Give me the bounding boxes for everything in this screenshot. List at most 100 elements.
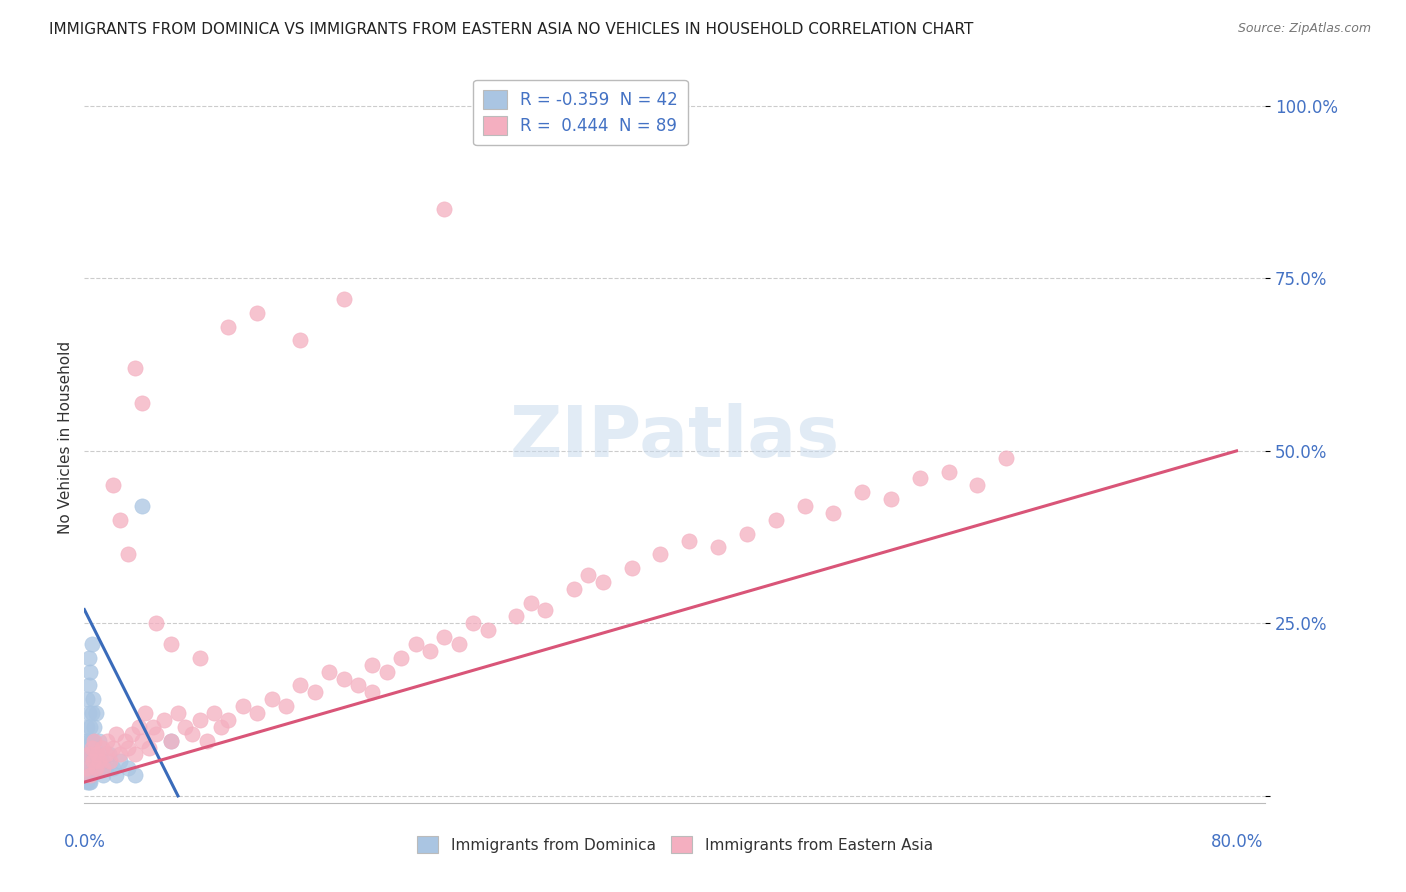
- Point: [332, 672, 354, 686]
- Point: [138, 740, 160, 755]
- Point: [101, 478, 124, 492]
- Point: [419, 644, 441, 658]
- Point: [86, 747, 108, 762]
- Point: [159, 733, 181, 747]
- Point: [159, 733, 181, 747]
- Point: [174, 720, 197, 734]
- Point: [152, 713, 174, 727]
- Point: [79, 747, 101, 762]
- Point: [94, 761, 117, 775]
- Point: [101, 740, 124, 755]
- Text: IMMIGRANTS FROM DOMINICA VS IMMIGRANTS FROM EASTERN ASIA NO VEHICLES IN HOUSEHOL: IMMIGRANTS FROM DOMINICA VS IMMIGRANTS F…: [49, 22, 973, 37]
- Point: [77, 706, 100, 720]
- Point: [91, 761, 114, 775]
- Point: [389, 651, 412, 665]
- Point: [76, 761, 98, 775]
- Point: [142, 720, 165, 734]
- Point: [105, 727, 128, 741]
- Point: [105, 768, 128, 782]
- Point: [80, 637, 103, 651]
- Point: [520, 596, 543, 610]
- Point: [246, 306, 269, 320]
- Point: [87, 733, 110, 747]
- Point: [110, 755, 132, 769]
- Point: [620, 561, 643, 575]
- Point: [83, 733, 105, 747]
- Point: [375, 665, 398, 679]
- Point: [217, 713, 239, 727]
- Text: 80.0%: 80.0%: [1211, 833, 1263, 851]
- Point: [97, 747, 120, 762]
- Point: [96, 733, 118, 747]
- Point: [447, 637, 470, 651]
- Point: [90, 755, 112, 769]
- Point: [83, 720, 105, 734]
- Point: [83, 747, 105, 762]
- Point: [361, 657, 384, 672]
- Point: [87, 761, 110, 775]
- Point: [82, 761, 104, 775]
- Point: [995, 450, 1018, 465]
- Point: [82, 733, 104, 747]
- Point: [110, 747, 132, 762]
- Point: [117, 548, 139, 562]
- Point: [128, 720, 150, 734]
- Point: [332, 292, 354, 306]
- Point: [181, 727, 204, 741]
- Point: [260, 692, 283, 706]
- Point: [131, 395, 153, 409]
- Point: [76, 747, 98, 762]
- Point: [505, 609, 527, 624]
- Point: [477, 624, 499, 638]
- Point: [77, 761, 100, 775]
- Y-axis label: No Vehicles in Household: No Vehicles in Household: [58, 341, 73, 533]
- Point: [117, 761, 139, 775]
- Point: [735, 526, 758, 541]
- Point: [77, 747, 100, 762]
- Point: [134, 706, 156, 720]
- Point: [131, 499, 153, 513]
- Point: [534, 602, 557, 616]
- Point: [98, 755, 121, 769]
- Point: [650, 548, 672, 562]
- Point: [195, 733, 218, 747]
- Point: [94, 747, 117, 762]
- Point: [678, 533, 700, 548]
- Point: [823, 506, 845, 520]
- Point: [84, 706, 107, 720]
- Point: [77, 733, 100, 747]
- Point: [433, 202, 456, 217]
- Point: [79, 720, 101, 734]
- Point: [101, 761, 124, 775]
- Point: [90, 740, 112, 755]
- Point: [79, 665, 101, 679]
- Point: [76, 692, 98, 706]
- Point: [86, 747, 108, 762]
- Point: [304, 685, 326, 699]
- Point: [145, 616, 167, 631]
- Point: [79, 775, 101, 789]
- Point: [232, 699, 254, 714]
- Point: [908, 471, 931, 485]
- Point: [246, 706, 269, 720]
- Point: [938, 465, 960, 479]
- Point: [347, 678, 370, 692]
- Point: [880, 492, 903, 507]
- Point: [765, 513, 787, 527]
- Point: [77, 678, 100, 692]
- Point: [76, 775, 98, 789]
- Point: [117, 740, 139, 755]
- Point: [578, 568, 600, 582]
- Point: [91, 768, 114, 782]
- Point: [124, 768, 146, 782]
- Point: [217, 319, 239, 334]
- Point: [433, 630, 456, 644]
- Point: [209, 720, 232, 734]
- Point: [707, 541, 730, 555]
- Point: [562, 582, 585, 596]
- Point: [80, 761, 103, 775]
- Point: [75, 761, 97, 775]
- Point: [82, 692, 104, 706]
- Legend: Immigrants from Dominica, Immigrants from Eastern Asia: Immigrants from Dominica, Immigrants fro…: [409, 828, 941, 861]
- Text: ZIPatlas: ZIPatlas: [510, 402, 839, 472]
